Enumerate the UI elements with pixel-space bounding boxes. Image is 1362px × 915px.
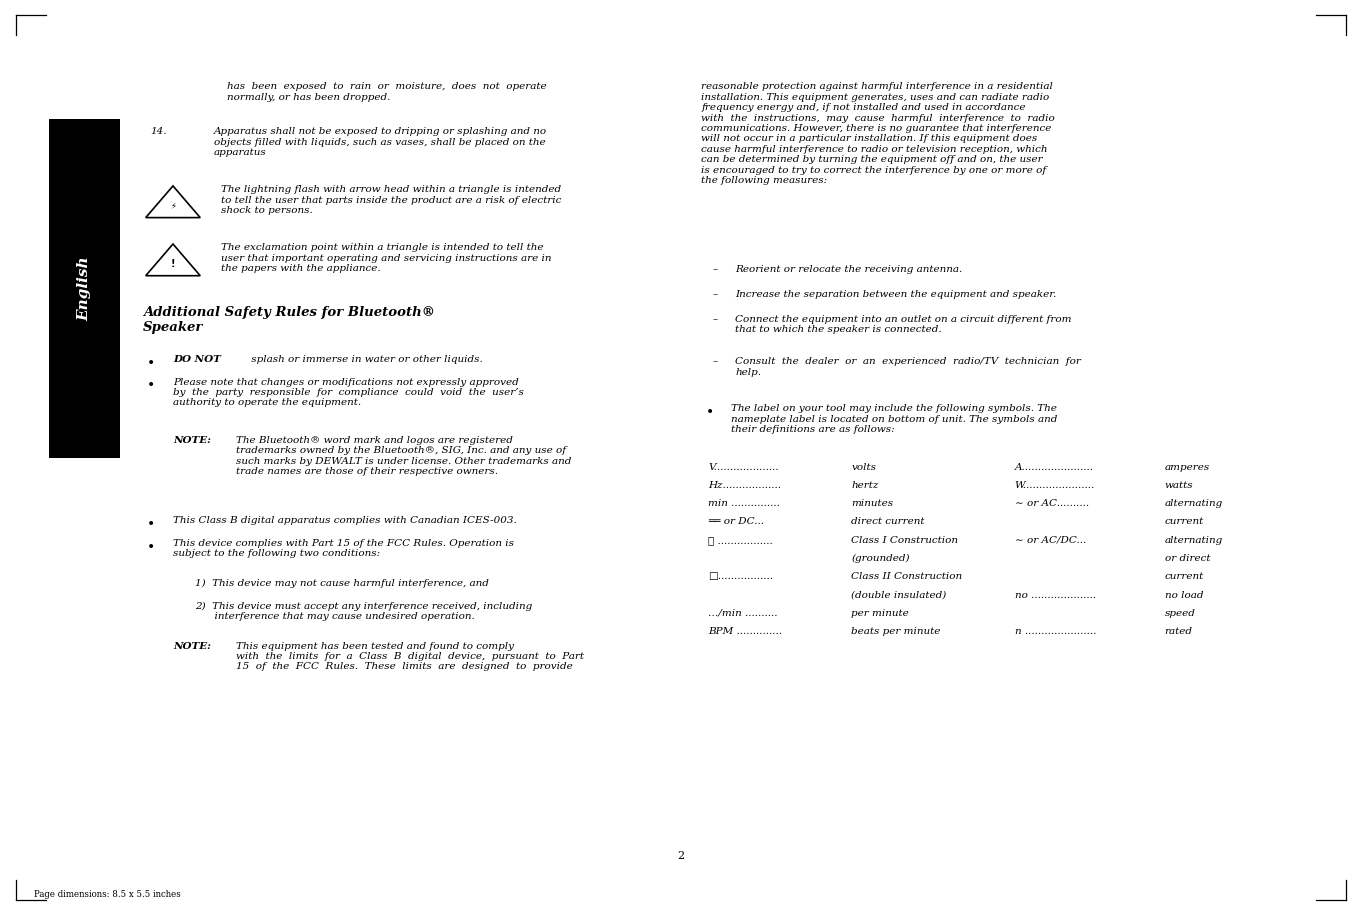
Text: 14.: 14. [150,127,166,136]
Text: BPM ..............: BPM .............. [708,628,782,636]
Text: –: – [712,290,718,299]
Text: English: English [78,256,91,320]
Text: 1)  This device may not cause harmful interference, and: 1) This device may not cause harmful int… [195,579,489,588]
Text: no ....................: no .................... [1015,591,1096,599]
Text: current: current [1165,573,1204,581]
Text: •: • [147,541,155,554]
Text: hertz: hertz [851,481,878,490]
Text: beats per minute: beats per minute [851,628,941,636]
Text: current: current [1165,518,1204,526]
Text: The Bluetooth® word mark and logos are registered
trademarks owned by the Blueto: The Bluetooth® word mark and logos are r… [236,436,571,476]
Text: 2)  This device must accept any interference received, including
      interfere: 2) This device must accept any interfere… [195,601,533,621]
Text: Reorient or relocate the receiving antenna.: Reorient or relocate the receiving anten… [735,265,963,274]
Text: Additional Safety Rules for Bluetooth®
Speaker: Additional Safety Rules for Bluetooth® S… [143,306,434,334]
Text: □.................: □................. [708,573,774,581]
Text: •: • [147,357,155,371]
Text: ⚡: ⚡ [170,201,176,210]
Text: V....................: V.................... [708,463,779,471]
Text: Please note that changes or modifications not expressly approved
by  the  party : Please note that changes or modification… [173,378,524,407]
Polygon shape [146,186,200,218]
Text: ⓨ .................: ⓨ ................. [708,536,774,544]
Text: rated: rated [1165,628,1193,636]
Text: has  been  exposed  to  rain  or  moisture,  does  not  operate
normally, or has: has been exposed to rain or moisture, do… [227,82,548,102]
Text: NOTE:: NOTE: [173,436,211,445]
Text: ══ or DC...: ══ or DC... [708,518,764,526]
Text: –: – [712,315,718,324]
Text: DO NOT: DO NOT [173,355,221,364]
Text: amperes: amperes [1165,463,1209,471]
Text: Class II Construction: Class II Construction [851,573,963,581]
Text: 2: 2 [677,851,685,860]
Text: speed: speed [1165,609,1196,618]
Text: The label on your tool may include the following symbols. The
nameplate label is: The label on your tool may include the f… [731,404,1058,435]
Text: •: • [147,380,155,393]
Text: –: – [712,265,718,274]
Text: The exclamation point within a triangle is intended to tell the
user that import: The exclamation point within a triangle … [221,243,552,274]
Text: ∼ or AC/DC...: ∼ or AC/DC... [1015,536,1086,544]
Text: …/min ..........: …/min .......... [708,609,778,618]
Text: Page dimensions: 8.5 x 5.5 inches: Page dimensions: 8.5 x 5.5 inches [34,890,181,899]
Text: Consult  the  dealer  or  an  experienced  radio/TV  technician  for
help.: Consult the dealer or an experienced rad… [735,358,1081,377]
Text: per minute: per minute [851,609,908,618]
Text: !: ! [170,259,176,269]
Text: W......................: W...................... [1015,481,1095,490]
Text: Class I Construction: Class I Construction [851,536,959,544]
Text: alternating: alternating [1165,500,1223,508]
Text: volts: volts [851,463,876,471]
Text: reasonable protection against harmful interference in a residential
installation: reasonable protection against harmful in… [701,82,1056,185]
Text: no load: no load [1165,591,1203,599]
Text: direct current: direct current [851,518,925,526]
Text: The lightning flash with arrow head within a triangle is intended
to tell the us: The lightning flash with arrow head with… [221,185,561,215]
Text: A......................: A...................... [1015,463,1094,471]
Text: –: – [712,358,718,366]
Text: This Class B digital apparatus complies with Canadian ICES-003.: This Class B digital apparatus complies … [173,516,516,525]
Text: Apparatus shall not be exposed to dripping or splashing and no
objects filled wi: Apparatus shall not be exposed to drippi… [214,127,548,157]
Polygon shape [146,244,200,275]
Text: NOTE:: NOTE: [173,641,211,651]
Text: (double insulated): (double insulated) [851,591,947,599]
Text: •: • [706,406,714,420]
Text: Hz..................: Hz.................. [708,481,782,490]
Text: alternating: alternating [1165,536,1223,544]
Text: or direct: or direct [1165,554,1209,563]
Text: min ...............: min ............... [708,500,780,508]
Text: ∼ or AC..........: ∼ or AC.......... [1015,500,1088,508]
FancyBboxPatch shape [49,119,120,458]
Text: minutes: minutes [851,500,893,508]
Text: Increase the separation between the equipment and speaker.: Increase the separation between the equi… [735,290,1057,299]
Text: watts: watts [1165,481,1193,490]
Text: splash or immerse in water or other liquids.: splash or immerse in water or other liqu… [248,355,482,364]
Text: This device complies with Part 15 of the FCC Rules. Operation is
subject to the : This device complies with Part 15 of the… [173,539,513,558]
Text: (grounded): (grounded) [851,554,910,563]
Text: •: • [147,518,155,533]
Text: This equipment has been tested and found to comply
with  the  limits  for  a  Cl: This equipment has been tested and found… [236,641,584,672]
Text: n ......................: n ...................... [1015,628,1096,636]
Text: Connect the equipment into an outlet on a circuit different from
that to which t: Connect the equipment into an outlet on … [735,315,1072,334]
